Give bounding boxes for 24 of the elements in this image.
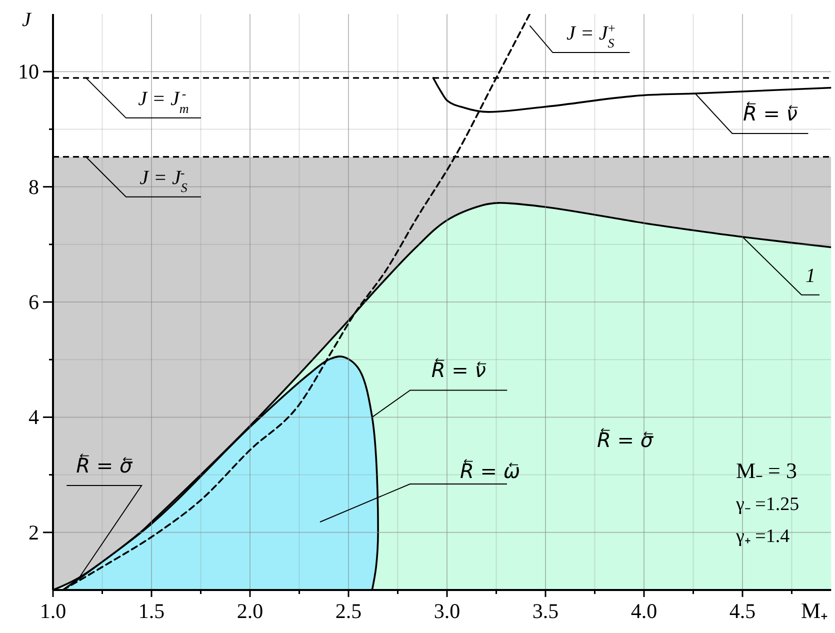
x-tick-label: 2.0 (236, 599, 264, 623)
y-tick-label: 4 (28, 405, 40, 430)
annotation: R⃖ = ν⃖ (742, 100, 798, 126)
annotation: R⃖ = ω⃖ (460, 458, 520, 483)
annotation: 1 (806, 264, 816, 287)
annotation: γ₊ =1.4 (735, 526, 790, 547)
x-tick-label: 3.0 (434, 599, 460, 623)
annotation: R⃖ = σ⃖ (76, 452, 134, 478)
annotation: γ₋ =1.25 (735, 494, 800, 515)
annotation: M₋ = 3 (736, 458, 797, 483)
x-axis-title: M₊ (801, 598, 828, 623)
y-tick-label: 2 (28, 520, 39, 544)
annotation: R⃖ = σ⃖ (596, 427, 654, 452)
y-tick-label: 8 (28, 174, 39, 199)
y-tick-label: 6 (28, 290, 39, 314)
x-tick-label: 1.0 (40, 599, 66, 623)
x-tick-label: 4.0 (630, 599, 658, 623)
x-tick-label: 3.5 (532, 599, 559, 623)
x-tick-label: 2.5 (335, 599, 362, 623)
x-tick-label: 4.5 (729, 599, 756, 623)
y-tick-label: 10 (18, 60, 39, 84)
x-tick-label: 1.5 (138, 599, 165, 623)
y-axis-title: J (22, 9, 32, 31)
annotation: R⃖ = ν⃖ (431, 358, 487, 382)
